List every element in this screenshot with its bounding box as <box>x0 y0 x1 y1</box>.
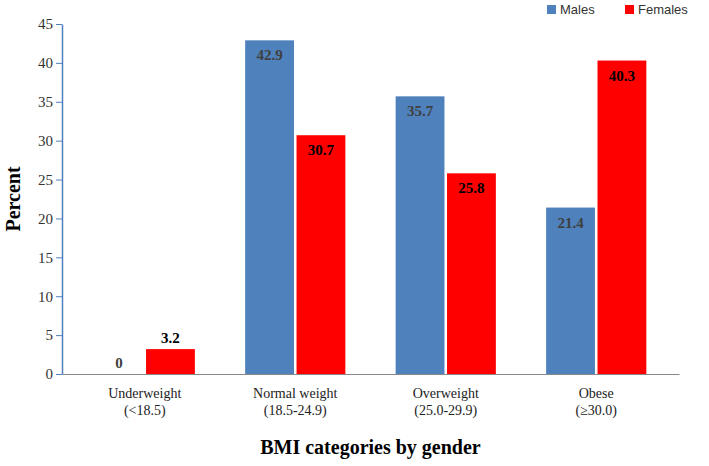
y-tick-label: 15 <box>38 250 53 266</box>
y-tick-label: 0 <box>46 366 54 382</box>
y-tick: 45 <box>38 16 62 32</box>
y-tick-label: 25 <box>38 172 53 188</box>
bar <box>598 61 647 374</box>
legend-item: Females <box>625 2 688 17</box>
data-label: 40.3 <box>609 68 635 84</box>
data-labels: 0 42.9 35.7 21.4 3.2 30.7 25.8 40.3 <box>115 47 635 371</box>
data-label: 3.2 <box>161 330 180 346</box>
data-label: 35.7 <box>407 103 434 119</box>
y-tick-label: 10 <box>38 289 53 305</box>
data-label: 0 <box>115 355 123 371</box>
y-tick-label: 30 <box>38 133 53 149</box>
x-tick: Overweight(25.0-29.9) <box>413 374 479 419</box>
y-tick: 35 <box>38 94 62 110</box>
data-label: 21.4 <box>557 215 584 231</box>
y-tick: 30 <box>38 133 62 149</box>
data-label: 25.8 <box>458 180 484 196</box>
y-tick-mark <box>56 257 62 258</box>
y-tick: 0 <box>46 366 63 382</box>
y-tick-label: 20 <box>38 211 53 227</box>
data-label: 30.7 <box>308 142 335 158</box>
y-tick-mark <box>56 218 62 219</box>
y-tick-label: 35 <box>38 94 53 110</box>
y-tick-mark <box>56 102 62 103</box>
bar <box>146 349 195 374</box>
x-tick-label: Obese(≥30.0) <box>575 386 617 419</box>
y-tick: 40 <box>38 55 62 71</box>
x-axis-title: BMI categories by gender <box>260 436 481 459</box>
y-tick-mark <box>56 335 62 336</box>
bar <box>245 40 294 374</box>
data-label: 42.9 <box>256 47 282 63</box>
legend-swatch <box>625 5 634 14</box>
x-tick-label: Overweight(25.0-29.9) <box>413 386 479 419</box>
bar <box>396 96 445 374</box>
plot: 0 5 10 15 20 25 30 35 40 45 Underweight(<18.5) Norm… <box>38 16 680 418</box>
y-tick-label: 45 <box>38 16 53 32</box>
legend-label: Males <box>560 2 595 17</box>
y-tick-label: 40 <box>38 55 53 71</box>
x-tick-label: Normal weight(18.5-24.9) <box>253 386 337 419</box>
bar <box>447 173 496 374</box>
y-axis-title: Percent <box>2 166 24 231</box>
y-tick-mark <box>56 63 62 64</box>
y-tick-mark <box>56 374 62 375</box>
bars <box>146 40 646 374</box>
x-tick-label: Underweight(<18.5) <box>108 386 181 419</box>
y-tick-mark <box>56 24 62 25</box>
y-tick-mark <box>56 141 62 142</box>
legend-label: Females <box>638 2 688 17</box>
x-axis: Underweight(<18.5) Normal weight(18.5-24.… <box>63 374 680 419</box>
x-tick: Normal weight(18.5-24.9) <box>253 374 337 419</box>
y-tick: 20 <box>38 211 62 227</box>
legend-item: Males <box>547 2 595 17</box>
y-tick: 25 <box>38 172 62 188</box>
y-tick: 15 <box>38 250 62 266</box>
y-axis-line <box>62 25 64 375</box>
bar <box>95 374 144 375</box>
chart: 0 5 10 15 20 25 30 35 40 45 Underweight(<18.5) Norm… <box>0 0 709 466</box>
y-tick: 10 <box>38 289 62 305</box>
y-tick-mark <box>56 180 62 181</box>
y-tick-mark <box>56 296 62 297</box>
y-axis: 0 5 10 15 20 25 30 35 40 45 <box>38 16 63 382</box>
legend-swatch <box>547 5 556 14</box>
x-axis-line <box>63 374 680 375</box>
legend: Males Females <box>547 2 688 17</box>
bar <box>297 135 346 374</box>
x-tick: Underweight(<18.5) <box>108 374 181 419</box>
x-tick: Obese(≥30.0) <box>575 374 617 419</box>
bar <box>546 208 595 374</box>
y-tick-label: 5 <box>46 327 54 343</box>
y-tick: 5 <box>46 327 63 343</box>
